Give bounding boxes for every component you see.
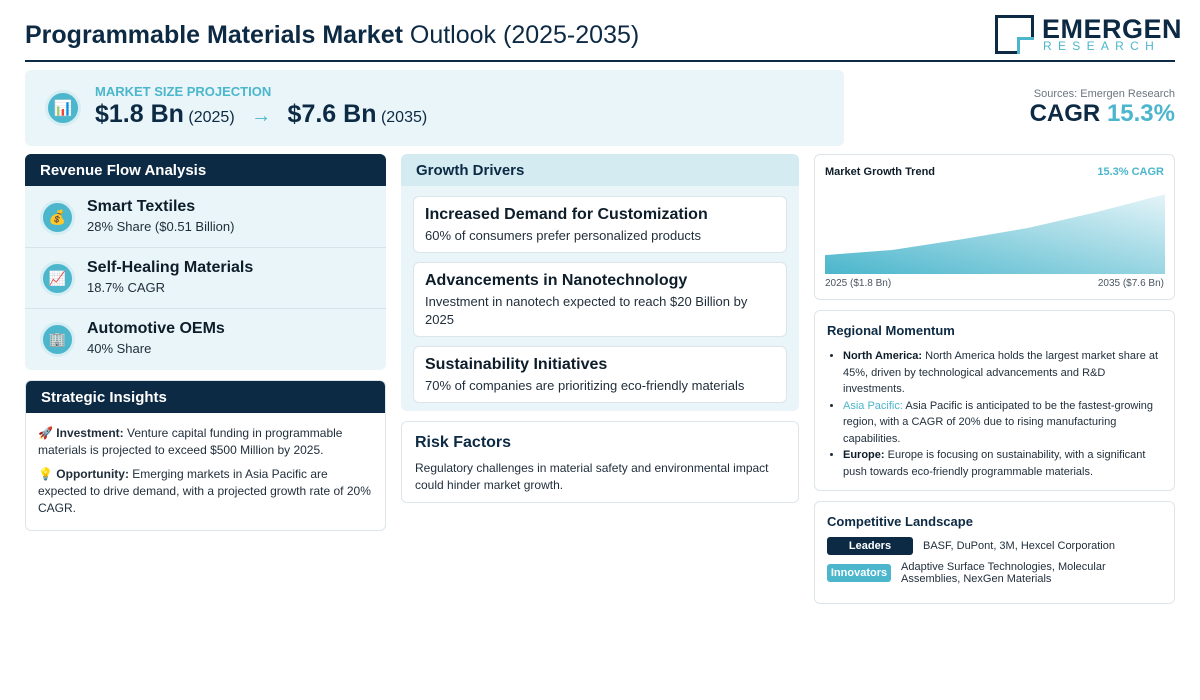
leaders-list: BASF, DuPont, 3M, Hexcel Corporation [923,540,1115,552]
strategic-insights-panel: Strategic Insights 🚀 Investment: Venture… [25,380,386,531]
growth-drivers-panel: Growth Drivers Increased Demand for Cust… [401,154,799,411]
regional-momentum-panel: Regional Momentum North America: North A… [814,310,1175,491]
revenue-item: 💰 Smart Textiles 28% Share ($0.51 Billio… [25,187,386,248]
leaders-row: Leaders BASF, DuPont, 3M, Hexcel Corpora… [827,537,1115,555]
projection-values: $1.8 Bn (2025) → $7.6 Bn (2035) [95,100,427,129]
insight-investment: 🚀 Investment: Venture capital funding in… [38,425,373,459]
insight-label: Investment: [56,426,124,440]
driver-title: Advancements in Nanotechnology [425,272,688,289]
insight-text: Venture capital funding in programmable … [38,426,343,457]
rocket-icon: 🚀 [38,426,53,440]
region-text: North America holds the largest market s… [843,350,1159,395]
emergen-logo: EMERGEN RESEARCH [995,14,1182,55]
revenue-item-detail: 40% Share [87,341,152,356]
region-text: Asia Pacific is anticipated to be the fa… [843,399,1153,445]
market-growth-trend-chart: Market Growth Trend 15.3% CAGR 2025 ($1.… [814,154,1175,300]
page-header: Programmable Materials Market Outlook (2… [25,12,1182,62]
innovators-badge: Innovators [827,564,891,582]
driver-desc: 70% of companies are prioritizing eco-fr… [425,378,745,393]
driver-card: Advancements in Nanotechnology Investmen… [413,262,787,337]
risk-factors-desc: Regulatory challenges in material safety… [415,461,769,492]
title-bold: Programmable Materials Market [25,21,403,49]
lightbulb-icon: 💡 [38,467,53,481]
cagr-summary: CAGR 15.3% [1030,100,1175,128]
start-value: $1.8 Bn [95,100,184,128]
page-title: Programmable Materials Market Outlook (2… [25,21,639,50]
leaders-badge: Leaders [827,537,913,555]
trend-area [825,194,1165,274]
revenue-item: 📈 Self-Healing Materials 18.7% CAGR [25,248,386,309]
driver-title: Sustainability Initiatives [425,356,608,373]
chart-title: Market Growth Trend [825,166,936,178]
cagr-value: 15.3% [1106,100,1175,127]
risk-factors-panel: Risk Factors Regulatory challenges in ma… [401,421,799,503]
revenue-item-detail: 18.7% CAGR [87,280,166,295]
region-text: Europe is focusing on sustainability, wi… [843,449,1146,478]
revenue-flow-panel: Revenue Flow Analysis 💰 Smart Textiles 2… [25,154,386,370]
insight-label: Opportunity: [56,467,129,481]
driver-card: Sustainability Initiatives 70% of compan… [413,346,787,403]
driver-desc: Investment in nanotech expected to reach… [425,294,748,327]
bar-chart-icon: 📊 [45,90,81,126]
projection-label: MARKET SIZE PROJECTION [95,84,272,99]
end-value: $7.6 Bn [287,100,377,128]
region-name: Europe: [843,449,885,461]
sources-note: Sources: Emergen Research [1033,88,1175,100]
competitive-landscape-panel: Competitive Landscape Leaders BASF, DuPo… [814,501,1175,604]
logo-sub-text: RESEARCH [1043,39,1161,53]
region-item: Europe: Europe is focusing on sustainabi… [843,447,1162,480]
trend-up-icon: 📈 [40,261,75,296]
competitive-landscape-title: Competitive Landscape [827,514,973,529]
risk-factors-title: Risk Factors [415,434,512,451]
regional-momentum-title: Regional Momentum [827,323,955,338]
insight-text: Emerging markets in Asia Pacific are exp… [38,467,371,515]
chart-plot [825,194,1165,274]
chart-end-label: 2035 ($7.6 Bn) [1097,278,1164,289]
chart-cagr-annotation: 15.3% CAGR [1097,166,1164,178]
money-bag-icon: 💰 [40,200,75,235]
revenue-item-detail: 28% Share ($0.51 Billion) [87,219,235,234]
market-size-projection: 📊 MARKET SIZE PROJECTION $1.8 Bn (2025) … [25,70,844,146]
region-item: Asia Pacific: Asia Pacific is anticipate… [843,398,1162,448]
revenue-item-name: Self-Healing Materials [87,259,254,276]
region-list: North America: North America holds the l… [827,348,1162,480]
driver-title: Increased Demand for Customization [425,206,708,223]
innovators-row: Innovators Adaptive Surface Technologies… [827,561,1131,585]
revenue-flow-title: Revenue Flow Analysis [25,154,386,186]
arrow-right-icon: → [251,105,272,127]
revenue-item-name: Smart Textiles [87,198,196,215]
logo-main-text: EMERGEN [1042,14,1183,44]
region-name: Asia Pacific: [843,399,903,412]
innovators-list: Adaptive Surface Technologies, Molecular… [901,561,1106,585]
revenue-item-name: Automotive OEMs [87,320,225,337]
driver-desc: 60% of consumers prefer personalized pro… [425,228,702,243]
revenue-item: 🏢 Automotive OEMs 40% Share [25,309,386,370]
start-year: (2025) [188,109,235,126]
strategic-insights-title: Strategic Insights [26,381,385,413]
end-year: (2035) [380,109,428,126]
title-light: Outlook (2025-2035) [409,21,640,49]
building-icon: 🏢 [40,322,75,357]
region-item: North America: North America holds the l… [843,348,1162,398]
region-name: North America: [843,350,923,362]
growth-drivers-title: Growth Drivers [401,154,799,186]
cagr-label: CAGR [1029,100,1101,127]
insight-opportunity: 💡 Opportunity: Emerging markets in Asia … [38,466,373,517]
driver-card: Increased Demand for Customization 60% o… [413,196,787,253]
logo-mark-icon [995,15,1034,54]
chart-start-label: 2025 ($1.8 Bn) [825,278,892,289]
